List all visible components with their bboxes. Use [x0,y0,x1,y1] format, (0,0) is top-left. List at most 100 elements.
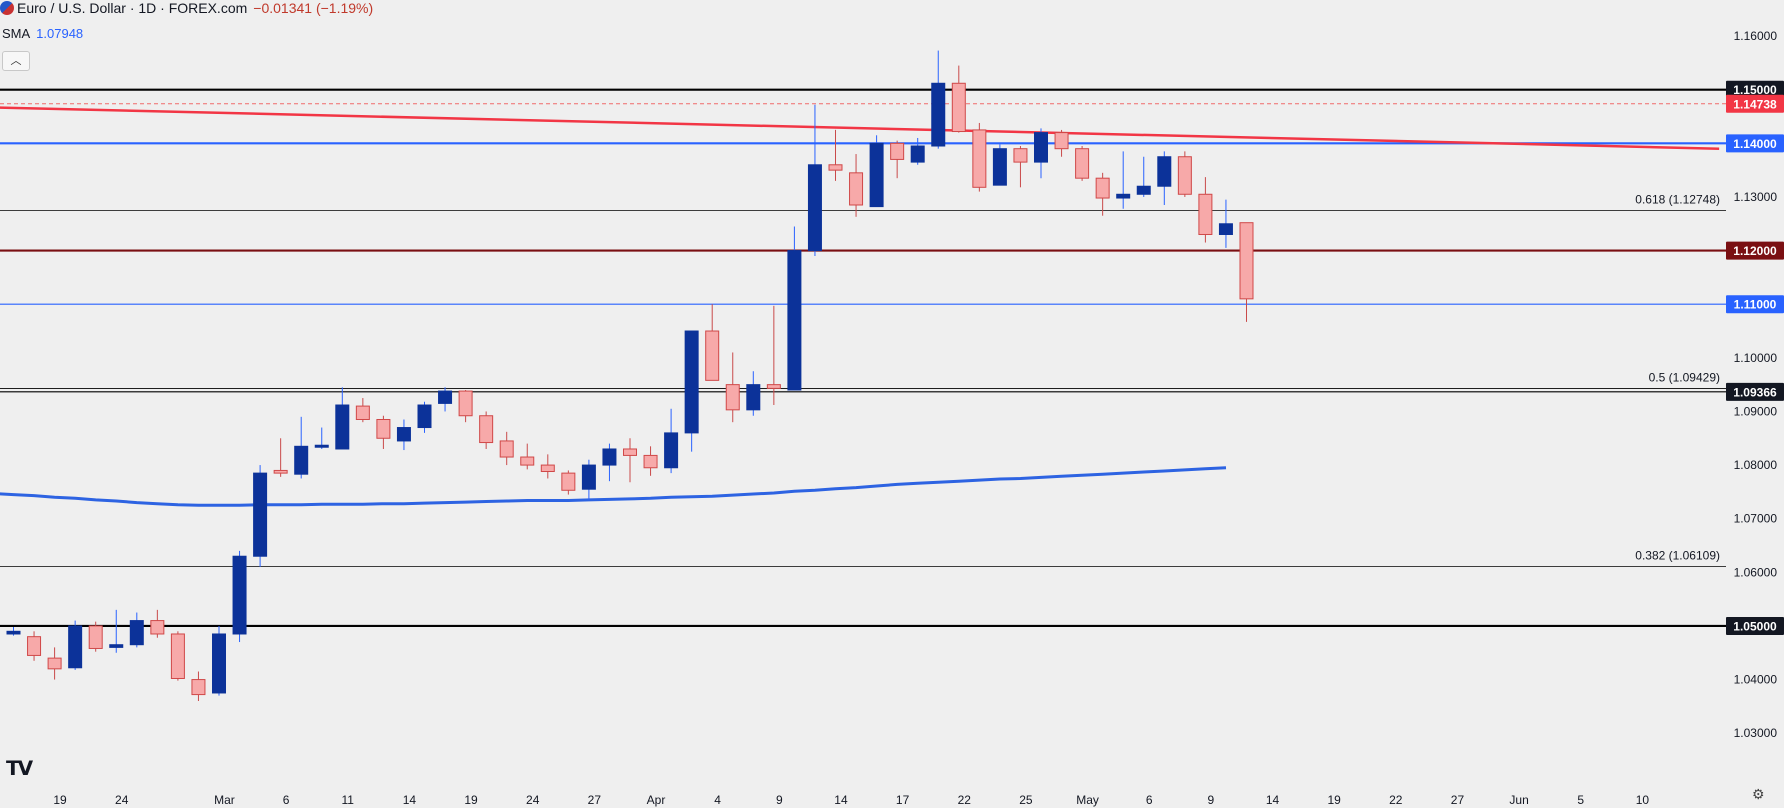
candle-body [890,142,905,160]
candle-body [705,330,720,381]
price-tag-label: 1.12000 [1733,244,1777,258]
candle-body [150,620,165,635]
date-tick-label: 22 [1389,793,1403,807]
candle-body [1157,156,1172,187]
price-tag-label: 1.05000 [1733,619,1777,633]
date-tick-label: 14 [403,793,417,807]
date-tick-label: Mar [214,793,235,807]
date-tick-label: 6 [283,793,290,807]
candle-body [109,644,124,648]
candle-body [232,555,247,635]
fib-label: 0.382 (1.06109) [1635,548,1720,562]
date-tick-label: 19 [1327,793,1341,807]
candle-body [129,620,144,646]
sma-value: 1.07948 [36,26,84,41]
date-tick-label: 27 [588,793,602,807]
date-tick-label: 4 [714,793,721,807]
candle-body [170,633,185,679]
price-tick-label: 1.09000 [1734,404,1778,418]
date-tick-label: 11 [342,793,355,807]
candle-body [417,404,432,429]
chart-header: Euro / U.S. Dollar · 1D · FOREX.com −0.01… [0,0,373,16]
date-tick-label: 24 [526,793,540,807]
candle-body [643,454,658,469]
candle-body [1013,148,1028,163]
price-tag [1726,134,1784,153]
candle-body [396,427,411,442]
candle-body [725,384,740,411]
price-tag-label: 1.09366 [1733,385,1777,399]
date-tick-label: 14 [834,793,848,807]
date-tick-label: 14 [1266,793,1280,807]
date-tick-label: 9 [776,793,783,807]
price-tick-label: 1.03000 [1734,726,1778,740]
price-tag [1726,382,1784,401]
candle-body [458,390,473,417]
candle-body [253,472,268,557]
candle-body [191,679,206,696]
date-tick-label: Apr [647,793,666,807]
candle-body [766,384,781,389]
candle-body [869,142,884,208]
candle-body [581,464,596,490]
candle-body [623,448,637,456]
candle-body [849,172,864,206]
candle-body [1177,156,1192,195]
fib-label: 0.618 (1.12748) [1635,192,1720,206]
candle-body [1054,132,1069,150]
candle-body [27,636,42,656]
sma-line [0,466,1227,507]
candle-body [602,448,617,466]
candle-body [273,469,288,474]
candle-body [1075,148,1090,179]
date-tick-label: May [1076,793,1099,807]
candle-body [68,625,83,669]
sma-name: SMA [2,26,31,41]
price-tick-label: 1.07000 [1734,512,1778,526]
candle-body [376,418,391,439]
price-tag [1726,616,1784,635]
candle-body [1116,193,1131,199]
candle-body [335,404,350,450]
resistance-trendline [0,106,1720,150]
candle-body [1198,193,1213,235]
symbol-title[interactable]: Euro / U.S. Dollar · 1D · FOREX.com [17,0,248,16]
date-tick-label: 19 [53,793,67,807]
candle-body [972,129,987,188]
fib-label: 0.5 (1.09429) [1649,370,1720,384]
candle-body [746,384,761,411]
eurusd-flag-icon [0,1,14,15]
chevron-up-icon[interactable]: ︿ [2,51,30,71]
candle-body [787,250,802,391]
date-tick-label: Jun [1509,793,1528,807]
candle-body [684,330,699,434]
price-tag [1726,241,1784,260]
tradingview-logo: 𝗧𝗩 [6,758,33,780]
candle-body [47,657,62,670]
candle-body [1095,177,1110,199]
candle-body [992,148,1007,186]
candle-body [931,82,946,147]
price-tick-label: 1.08000 [1734,458,1778,472]
gear-icon[interactable]: ⚙ [1752,786,1765,802]
price-tag [1726,80,1784,99]
price-tag-label: 1.15000 [1733,83,1777,97]
candle-body [664,432,679,469]
candle-body [355,405,370,420]
price-tick-label: 1.06000 [1734,565,1778,579]
date-tick-label: 19 [464,793,478,807]
candle-body [1218,223,1233,235]
candle-body [212,633,226,694]
date-tick-label: 5 [1577,793,1584,807]
candle-body [438,390,453,404]
date-tick-label: 24 [115,793,129,807]
price-tick-label: 1.16000 [1734,29,1778,43]
date-tick-label: 22 [958,793,972,807]
sma-legend[interactable]: SMA 1.07948 [2,26,83,41]
price-tag [1726,94,1784,113]
date-tick-label: 17 [896,793,910,807]
candle-body [828,164,843,171]
date-tick-label: 10 [1636,793,1650,807]
price-change: −0.01341 (−1.19%) [253,0,374,16]
